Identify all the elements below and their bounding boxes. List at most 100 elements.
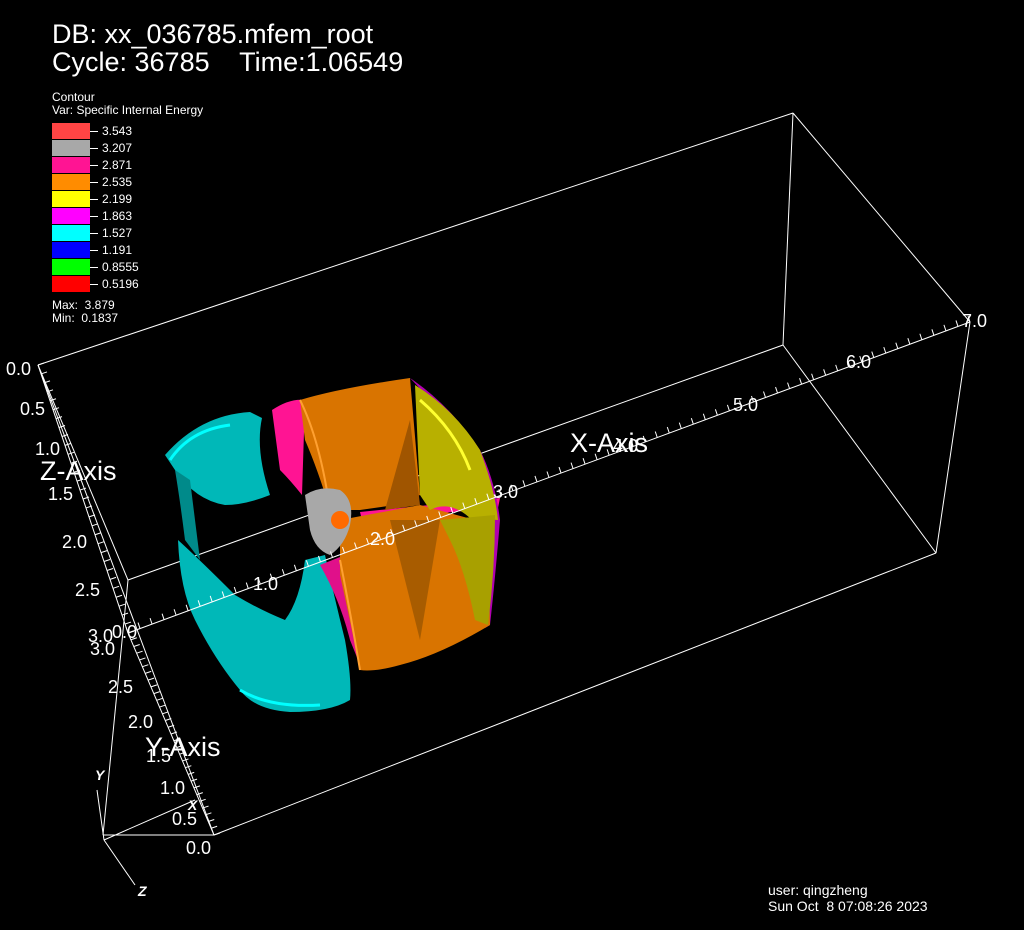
axis-tick — [162, 711, 169, 715]
y-tick-label: 0.5 — [172, 809, 197, 829]
axis-tick — [847, 360, 851, 367]
axis-tick — [182, 758, 189, 762]
legend-swatch — [52, 242, 90, 258]
legend-swatch — [52, 225, 90, 241]
axis-tick — [558, 466, 562, 474]
axis-tick — [165, 718, 172, 722]
axis-tick — [859, 355, 863, 363]
axis-tick — [156, 697, 163, 701]
axis-tick — [726, 404, 730, 412]
legend-value: 1.527 — [102, 226, 133, 240]
axis-tick — [147, 677, 155, 681]
axis-tick — [73, 469, 81, 473]
user-label: user: qingzheng — [768, 882, 868, 898]
legend-value: 3.543 — [102, 124, 133, 138]
axis-tick — [426, 515, 430, 523]
axis-tick — [161, 613, 165, 620]
axis-tick — [606, 449, 610, 456]
axis-tick — [498, 489, 502, 496]
contour-surface-grey — [305, 488, 352, 555]
axis-tick — [145, 670, 152, 674]
axis-tick — [100, 550, 108, 554]
legend-level: 1.527 — [52, 225, 172, 242]
axis-tick — [188, 771, 195, 775]
axis-tick — [179, 751, 186, 755]
axis-tick — [170, 731, 178, 735]
axis-tick — [883, 346, 887, 354]
axis-tick — [871, 351, 875, 358]
triad-y-label: Y — [95, 767, 106, 783]
legend-level: 0.8555 — [52, 259, 172, 276]
axis-tick — [121, 612, 129, 616]
axis-tick — [67, 451, 75, 455]
axis-tick — [233, 586, 237, 594]
axis-tick — [787, 382, 791, 389]
legend-tick — [90, 165, 98, 166]
axis-tick — [82, 496, 90, 500]
y-tick-label: 1.0 — [160, 778, 185, 798]
axis-tick — [474, 497, 478, 505]
axis-tick — [109, 576, 117, 580]
axis-tick — [317, 555, 321, 563]
x-axis — [125, 315, 971, 634]
axis-tick — [124, 621, 132, 625]
axis-tick — [149, 617, 153, 625]
axis-tick — [366, 537, 370, 545]
legend-swatch — [52, 191, 90, 207]
axis-tick — [173, 609, 177, 616]
axis-tick — [142, 664, 149, 668]
axis-tick — [799, 378, 803, 385]
legend-level: 0.5196 — [52, 276, 172, 293]
z-tick-label: 3.0 — [88, 626, 113, 646]
legend-swatch — [52, 123, 90, 139]
x-tick-label: 2.0 — [370, 529, 395, 549]
axis-tick — [775, 386, 779, 394]
axis-tick — [115, 594, 123, 598]
axis-tick — [955, 320, 959, 327]
legend-swatch — [52, 259, 90, 275]
axis-tick — [130, 637, 138, 641]
legend-swatch — [52, 174, 90, 190]
axis-tick — [94, 532, 102, 536]
axis-tick — [49, 398, 57, 402]
axis-tick — [919, 333, 923, 340]
axis-tick — [678, 422, 682, 429]
triad-z-label: Z — [137, 883, 147, 899]
axis-tick — [462, 502, 466, 509]
axis-tick — [895, 342, 899, 349]
axis-tick — [594, 453, 598, 460]
axis-tick — [378, 533, 382, 540]
axis-tick — [763, 391, 766, 398]
axis-tick — [618, 444, 622, 452]
z-tick-label: 2.0 — [62, 532, 87, 552]
axis-tick — [46, 389, 54, 393]
date-label: Sun Oct 8 07:08:26 2023 — [768, 898, 928, 914]
legend-swatch — [52, 276, 90, 292]
y-tick-label: 1.5 — [146, 746, 171, 766]
y-tick-label: 3.0 — [90, 639, 115, 659]
legend-value: 0.8555 — [102, 260, 139, 274]
axis-tick — [450, 506, 454, 514]
axis-tick — [967, 315, 971, 323]
axis-tick — [330, 551, 333, 558]
axis-tick — [199, 798, 206, 802]
legend-level: 3.543 — [52, 123, 172, 140]
axis-tick — [690, 418, 694, 425]
z-axis-title: Z-Axis — [40, 456, 117, 486]
axis-tick — [61, 433, 69, 437]
legend-value: 2.199 — [102, 192, 133, 206]
axis-tick — [150, 684, 158, 688]
axis-tick — [943, 324, 947, 332]
y-tick-label: 2.5 — [108, 677, 133, 697]
legend-value: 1.863 — [102, 209, 133, 223]
axis-tick — [654, 431, 658, 438]
legend-tick — [90, 267, 98, 268]
axis-tick — [402, 524, 406, 531]
x-tick-label: 6.0 — [846, 352, 871, 372]
legend-tick — [90, 182, 98, 183]
legend-tick — [90, 233, 98, 234]
axis-tick — [738, 400, 742, 407]
axis-tick — [582, 458, 586, 465]
x-axis-title: X-Axis — [570, 428, 648, 458]
